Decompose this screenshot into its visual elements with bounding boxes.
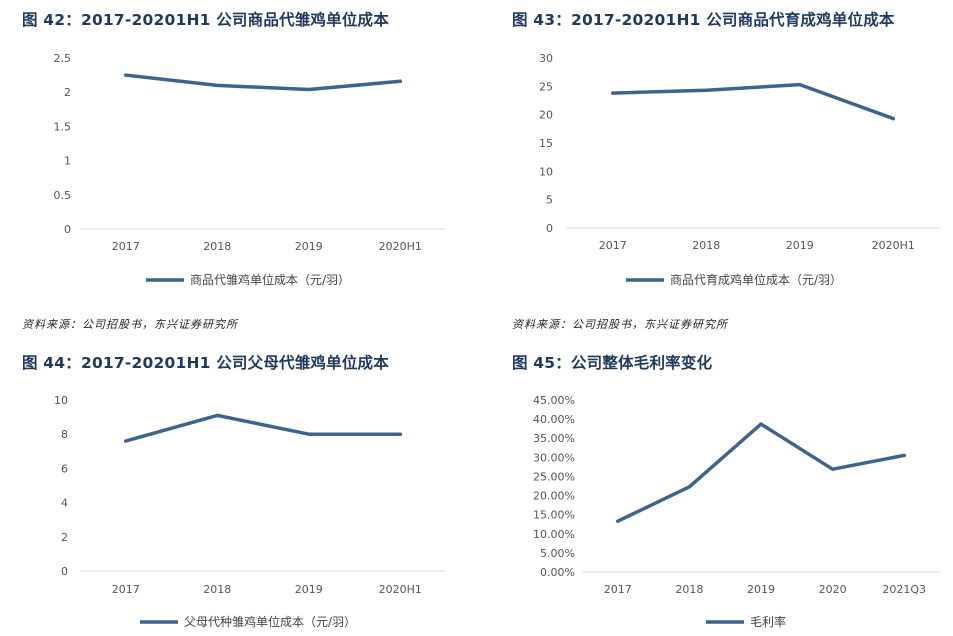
y-tick-label: 10 bbox=[54, 394, 68, 407]
y-tick-label: 6 bbox=[61, 462, 68, 475]
legend-label: 商品代育成鸡单位成本（元/羽） bbox=[670, 272, 842, 287]
y-tick-label: 5.00% bbox=[540, 547, 575, 560]
x-tick-label: 2018 bbox=[203, 240, 231, 253]
x-tick-label: 2018 bbox=[203, 583, 231, 596]
x-tick-label: 2019 bbox=[786, 239, 814, 252]
data-point bbox=[124, 439, 128, 443]
y-tick-label: 0 bbox=[61, 565, 68, 578]
x-tick-label: 2019 bbox=[747, 583, 775, 596]
y-tick-label: 10.00% bbox=[533, 528, 575, 541]
data-point bbox=[902, 453, 906, 458]
source-note-right: 资料来源：公司招股书，东兴证券研究所 bbox=[512, 318, 728, 331]
y-tick-label: 25.00% bbox=[533, 470, 575, 483]
figure-43-title: 图 43：2017-20201H1 公司商品代育成鸡单位成本 bbox=[512, 11, 895, 29]
y-tick-label: 30 bbox=[539, 52, 553, 65]
data-point bbox=[215, 83, 219, 87]
data-point bbox=[215, 413, 219, 417]
y-tick-label: 8 bbox=[61, 428, 68, 441]
data-point bbox=[759, 422, 763, 426]
data-point bbox=[307, 432, 311, 436]
data-point bbox=[398, 79, 402, 83]
x-tick-label: 2020H1 bbox=[872, 239, 915, 252]
x-tick-label: 2017 bbox=[604, 583, 632, 596]
y-tick-label: 10 bbox=[539, 165, 553, 178]
y-tick-label: 2.5 bbox=[54, 52, 72, 65]
x-tick-label: 2017 bbox=[599, 239, 627, 252]
y-tick-label: 1 bbox=[64, 155, 71, 168]
y-tick-label: 5 bbox=[546, 194, 553, 207]
series-line bbox=[616, 422, 906, 523]
x-tick-label: 2021Q3 bbox=[882, 583, 926, 596]
y-tick-label: 0.00% bbox=[540, 566, 575, 579]
figure-45-title: 图 45：公司整体毛利率变化 bbox=[512, 354, 713, 372]
y-tick-label: 2 bbox=[61, 531, 68, 544]
series-line bbox=[611, 82, 896, 121]
y-tick-label: 30.00% bbox=[533, 451, 575, 464]
data-point bbox=[891, 117, 895, 121]
y-tick-label: 0.5 bbox=[54, 189, 72, 202]
x-tick-label: 2017 bbox=[112, 240, 140, 253]
y-tick-label: 2 bbox=[64, 86, 71, 99]
x-tick-label: 2020 bbox=[819, 583, 847, 596]
y-tick-label: 4 bbox=[61, 497, 68, 510]
x-tick-label: 2018 bbox=[675, 583, 703, 596]
y-tick-label: 25 bbox=[539, 80, 553, 93]
y-tick-label: 15.00% bbox=[533, 509, 575, 522]
x-tick-label: 2018 bbox=[692, 239, 720, 252]
data-point bbox=[704, 88, 708, 92]
x-tick-label: 2019 bbox=[295, 240, 323, 253]
data-point bbox=[307, 87, 311, 92]
data-point bbox=[687, 485, 692, 489]
y-tick-label: 15 bbox=[539, 137, 553, 150]
legend-label: 商品代雏鸡单位成本（元/羽） bbox=[190, 272, 350, 287]
data-point bbox=[798, 83, 802, 87]
x-tick-label: 2020H1 bbox=[379, 240, 422, 253]
data-point bbox=[831, 467, 835, 471]
data-point bbox=[616, 519, 620, 523]
y-tick-label: 1.5 bbox=[54, 120, 72, 133]
legend-label: 父母代种雏鸡单位成本（元/羽） bbox=[184, 614, 356, 629]
y-tick-label: 45.00% bbox=[533, 394, 575, 407]
series-line bbox=[124, 73, 403, 92]
figure-44-title: 图 44：2017-20201H1 公司父母代雏鸡单位成本 bbox=[22, 354, 389, 372]
y-tick-label: 20.00% bbox=[533, 490, 575, 503]
y-tick-label: 0 bbox=[546, 222, 553, 235]
data-point bbox=[611, 91, 615, 95]
series-line bbox=[124, 413, 403, 443]
source-note-left: 资料来源：公司招股书，东兴证券研究所 bbox=[22, 318, 238, 331]
y-tick-label: 0 bbox=[64, 223, 71, 236]
y-tick-label: 20 bbox=[539, 109, 553, 122]
figure-42-title: 图 42：2017-20201H1 公司商品代雏鸡单位成本 bbox=[22, 11, 389, 29]
y-tick-label: 40.00% bbox=[533, 413, 575, 426]
data-point bbox=[124, 73, 128, 77]
legend-label: 毛利率 bbox=[750, 614, 786, 629]
x-tick-label: 2017 bbox=[112, 583, 140, 596]
y-tick-label: 35.00% bbox=[533, 432, 575, 445]
x-tick-label: 2019 bbox=[295, 583, 323, 596]
data-point bbox=[398, 432, 402, 436]
x-tick-label: 2020H1 bbox=[379, 583, 422, 596]
